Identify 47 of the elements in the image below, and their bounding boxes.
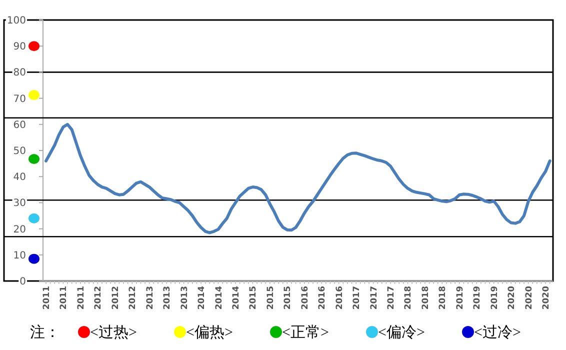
x-tick-label: 2018 (420, 286, 431, 310)
x-tick-label: 2015 (248, 286, 259, 310)
x-tick-label: 2015 (266, 286, 276, 310)
x-tick-label: 2012 (128, 286, 138, 310)
y-tick-label: 10 (13, 250, 26, 262)
x-tick-label: 2017 (352, 286, 362, 310)
text: <过热> (90, 324, 137, 341)
x-tick-label: 2017 (386, 286, 397, 310)
x-tick-label: 2016 (300, 286, 310, 310)
text: <偏冷> (378, 324, 425, 341)
x-tick-label: 2019 (455, 286, 466, 310)
y-tick-label: 100 (6, 16, 26, 26)
y-tick-label: 50 (13, 146, 26, 157)
x-tick-label: 2011 (76, 286, 86, 310)
x-tick-label: 2020 (507, 286, 518, 310)
text: <偏热> (186, 324, 233, 341)
x-tick-label: 2012 (110, 286, 121, 310)
y-tick-label: 40 (13, 172, 26, 184)
x-tick-label: 2017 (369, 286, 380, 310)
x-tick-label: 2014 (231, 286, 242, 310)
x-tick-label: 2020 (542, 286, 552, 310)
x-tick-label: 2013 (145, 286, 156, 310)
x-tick-label: 2013 (180, 286, 190, 310)
y-tick-label: 70 (13, 94, 26, 105)
x-tick-label: 2014 (214, 286, 224, 310)
y-tick-label: 90 (13, 42, 26, 53)
y-tick-label: 60 (13, 120, 26, 131)
x-tick-label: 2018 (438, 286, 448, 310)
x-tick-label: 2016 (334, 286, 345, 310)
x-tick-label: 2019 (490, 286, 500, 310)
x-tick-label: 2016 (318, 286, 328, 310)
text: 注： (30, 324, 60, 341)
y-tick-label: 20 (13, 224, 26, 236)
y-tick-label: 30 (13, 198, 26, 210)
x-tick-label: 2018 (404, 286, 414, 310)
text: <正常> (282, 324, 329, 341)
x-tick-label: 2014 (197, 286, 208, 310)
x-tick-label: 2011 (42, 286, 52, 310)
y-tick-label: 80 (13, 68, 26, 79)
x-tick-label: 2012 (94, 286, 104, 310)
x-tick-label: 2011 (59, 286, 70, 310)
x-tick-label: 2013 (162, 286, 173, 310)
text: <过冷> (474, 324, 521, 341)
y-tick-label: 0 (20, 276, 26, 288)
x-tick-label: 2019 (472, 286, 483, 310)
x-tick-label: 2015 (283, 286, 294, 310)
x-tick-label: 2020 (524, 286, 534, 310)
